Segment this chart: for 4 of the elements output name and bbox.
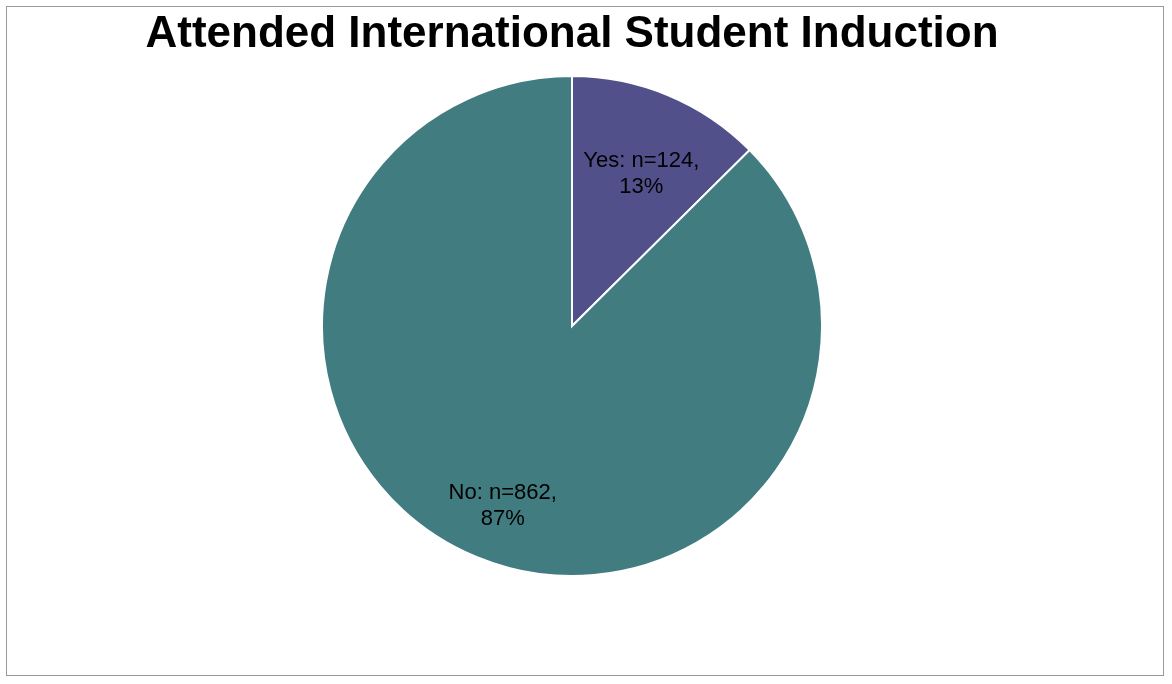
slice-label: Yes: n=124, 13% (583, 146, 700, 198)
pie-slice (321, 75, 823, 577)
slice-label: No: n=862, 87% (448, 479, 557, 531)
chart-title: Attended International Student Induction (145, 7, 999, 56)
